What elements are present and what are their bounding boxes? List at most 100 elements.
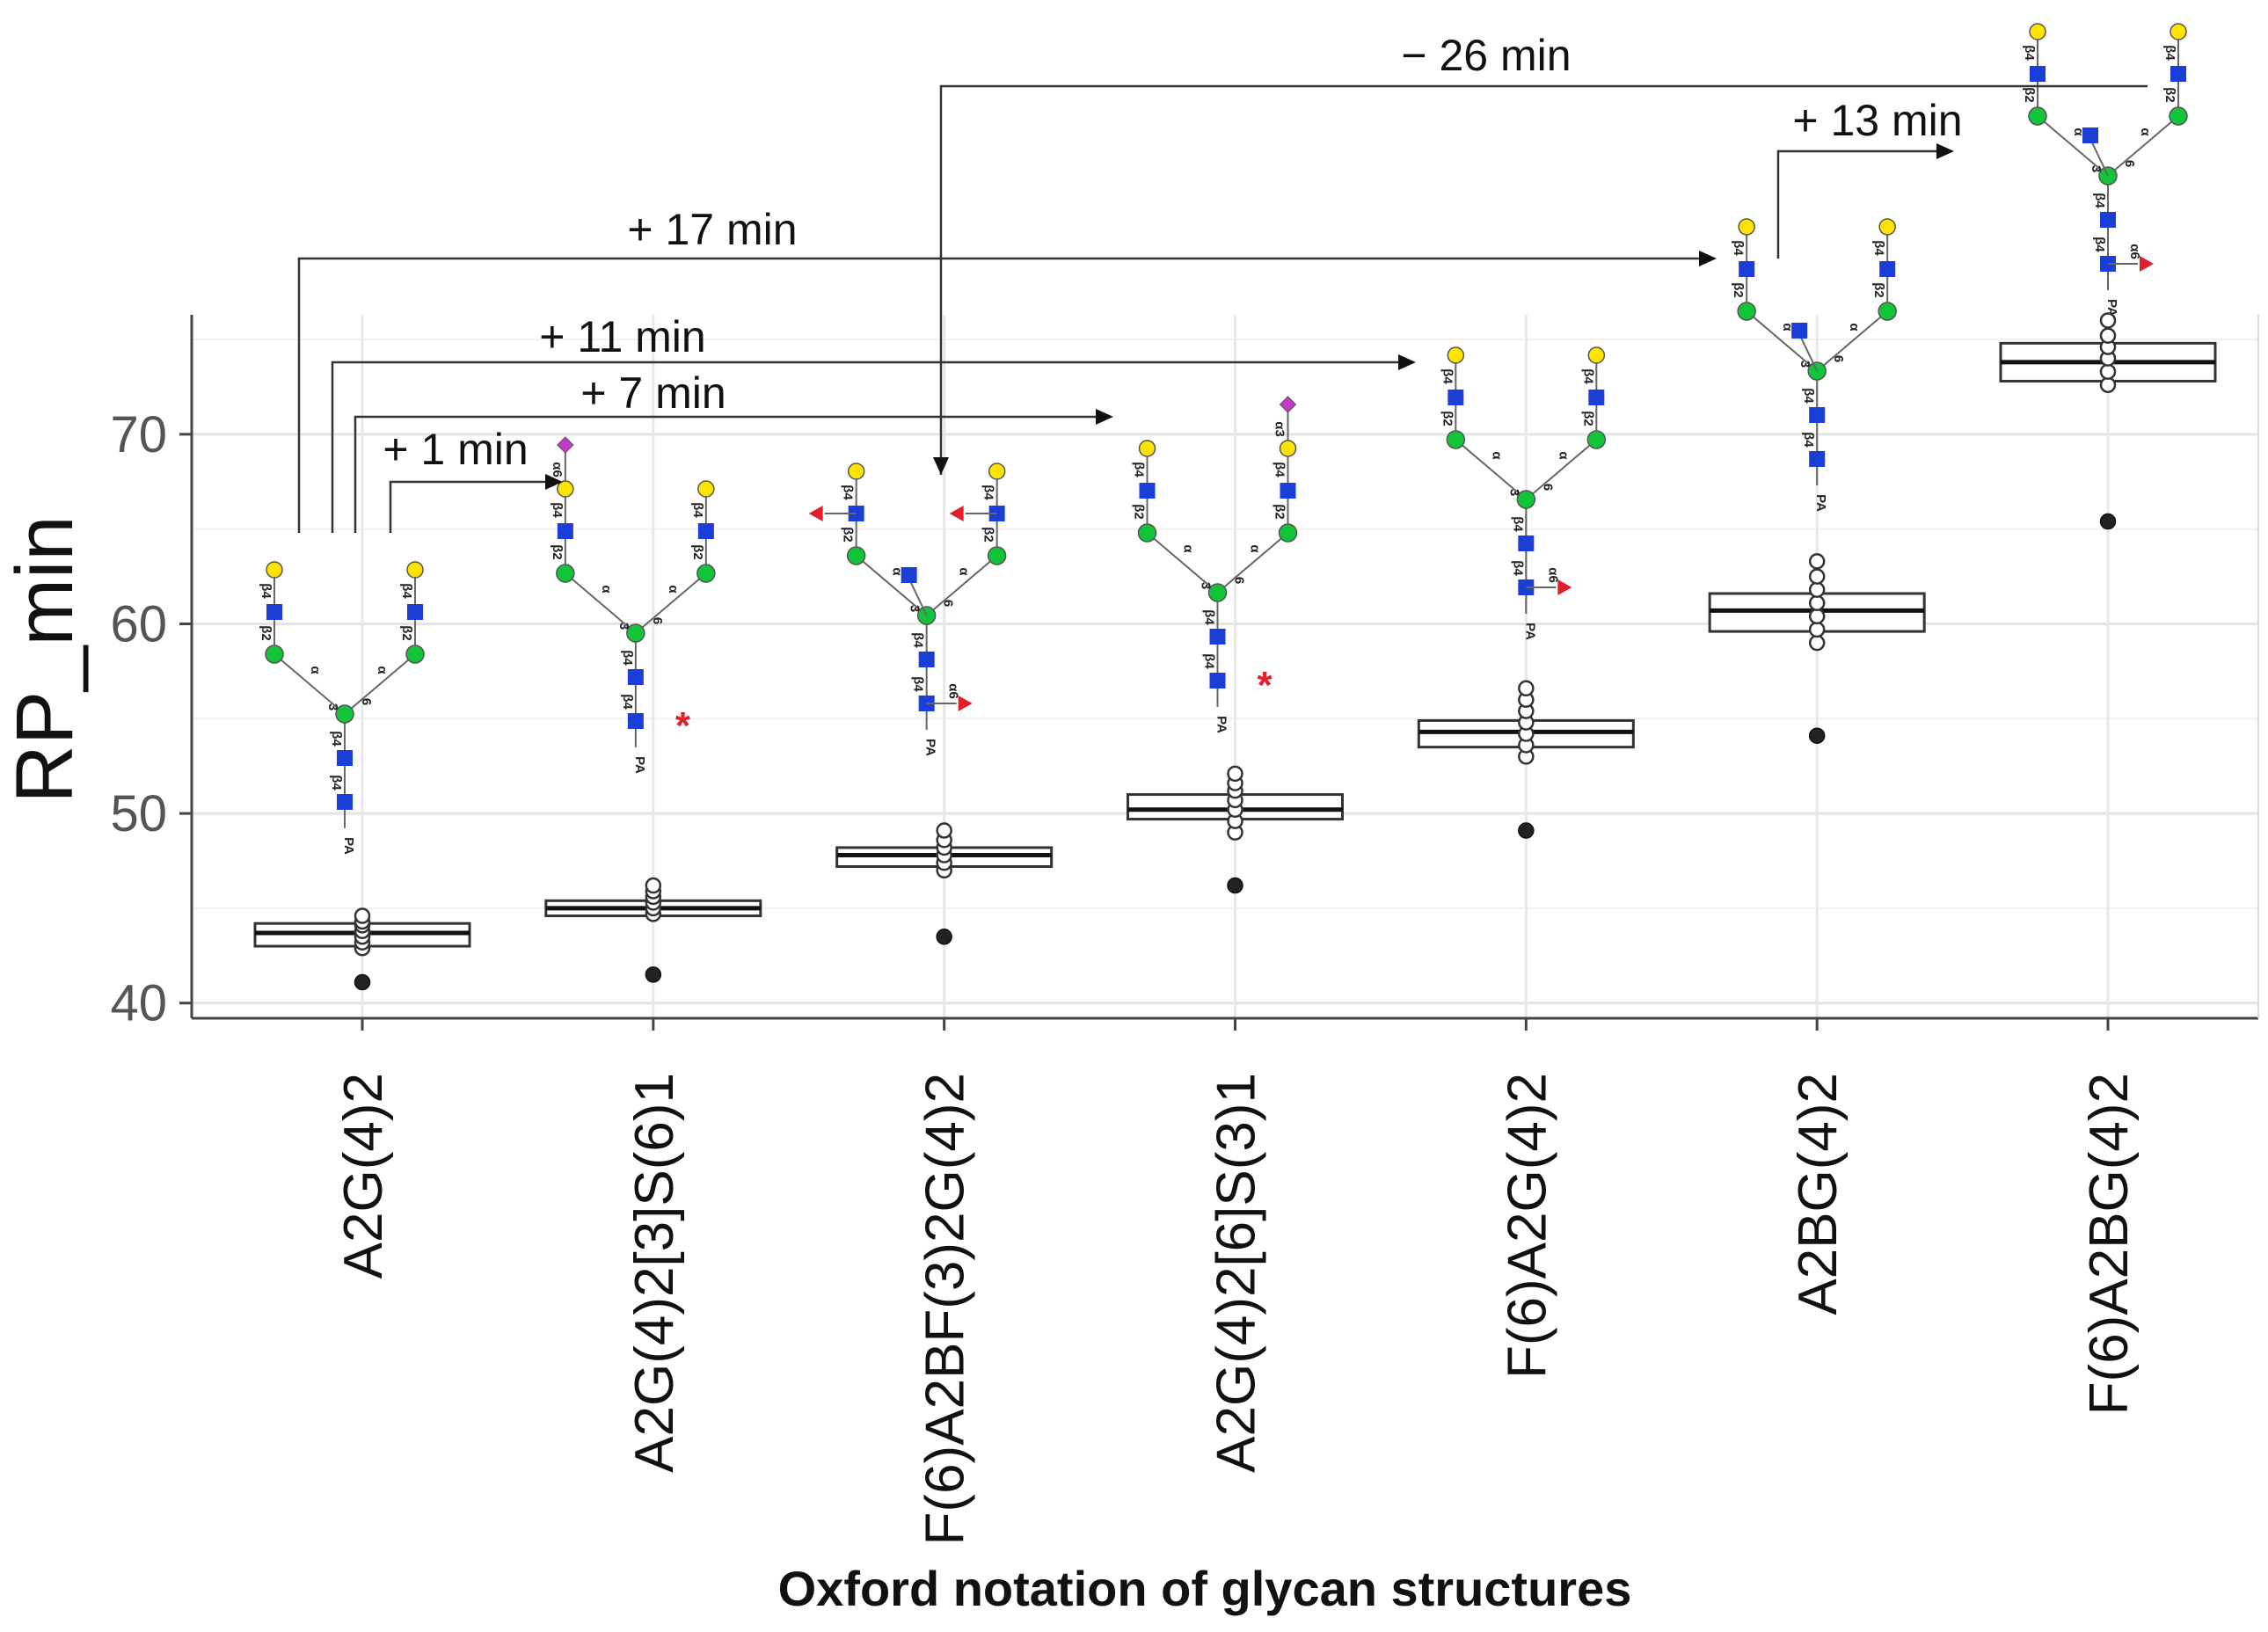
glycan-linkage-label: α — [1489, 451, 1504, 460]
mannose-circle-icon — [405, 645, 425, 664]
glycan-linkage-label: 3 — [1798, 361, 1812, 368]
glycan-bond — [344, 653, 416, 715]
box-group — [1708, 553, 1926, 744]
outlier-point — [2099, 312, 2117, 329]
glycan-bond — [1746, 310, 1818, 372]
glycan-bond — [926, 555, 998, 616]
sialic-diamond-icon — [557, 436, 574, 454]
outlier-point — [2099, 327, 2117, 344]
box-group — [1127, 765, 1344, 894]
glycan-linkage-label: 6 — [2122, 160, 2137, 167]
galactose-circle-icon — [1587, 346, 1606, 364]
outlier-point — [2099, 363, 2117, 380]
glycan-linkage-label: β4 — [259, 583, 273, 599]
mannose-circle-icon — [846, 546, 866, 565]
plot-panel — [192, 315, 2258, 1018]
reducing-end-label: PA — [632, 756, 647, 774]
glycan-linkage-label: α — [375, 666, 390, 674]
glycan-structure: β4 β4 β2 β2 α α 3 6 β4 β4 PA α6 — [808, 463, 1007, 756]
glycan-linkage-label: 6 — [1540, 484, 1555, 491]
glycan-linkage-label: α — [1248, 544, 1263, 553]
glcnac-square-icon — [407, 604, 423, 620]
fucose-triangle-icon — [958, 696, 973, 711]
x-category-label: A2G(4)2[3]S(6)1 — [624, 1073, 685, 1473]
glycan-linkage-label: β2 — [259, 625, 273, 641]
annotation-bracket: + 17 min — [297, 205, 1717, 533]
mannose-circle-icon — [1207, 583, 1228, 602]
y-tick-label: 60 — [110, 595, 167, 652]
glycan-linkage-label: α — [308, 666, 323, 674]
mannose-circle-icon — [626, 623, 645, 643]
glycan-linkage-label: α — [1847, 323, 1862, 332]
annotation-label: + 17 min — [627, 205, 797, 254]
galactose-circle-icon — [557, 480, 574, 498]
glcnac-square-icon — [1588, 390, 1605, 405]
glycan-bond — [565, 572, 637, 634]
glycan-linkage-label: β4 — [1510, 516, 1525, 532]
glycan-bond — [908, 578, 928, 616]
galactose-circle-icon — [988, 463, 1006, 480]
galactose-circle-icon — [2170, 23, 2187, 40]
ann-layer: + 1 min + 7 min + 11 min + 17 min + 13 min − … — [297, 31, 2148, 533]
outlier-filled-point — [936, 929, 952, 945]
outlier-filled-point — [1808, 727, 1826, 744]
glycan-linkage-label: β2 — [399, 625, 414, 641]
glycan-linkage-label: β4 — [399, 583, 414, 599]
glycan-layer: β4 β4 β2 β2 α α 3 6 β4 β4 PA α 6 β4 β4 β2 β2 α α 3 6 β4 β4 PA * β… — [259, 23, 2188, 855]
mannose-circle-icon — [2028, 106, 2047, 126]
glycan-linkage-label: β4 — [2092, 193, 2107, 208]
glcnac-square-icon — [1280, 483, 1296, 499]
outlier-filled-point — [1227, 877, 1243, 894]
outlier-point — [936, 822, 952, 839]
annotation-line — [354, 415, 1098, 533]
asterisk-marker: * — [1258, 664, 1273, 707]
box-layer — [253, 312, 2217, 991]
glycan-linkage-label: β4 — [2092, 237, 2107, 252]
galactose-circle-icon — [1878, 218, 1896, 236]
outlier-point — [1808, 621, 1826, 638]
reducing-end-label: PA — [1813, 494, 1828, 512]
annotation-label: + 11 min — [539, 312, 705, 361]
glcnac-square-icon — [1518, 536, 1535, 551]
galactose-circle-icon — [266, 561, 283, 579]
galactose-circle-icon — [2029, 23, 2046, 40]
reducing-end-label: PA — [923, 739, 938, 756]
y-tick-label: 50 — [110, 785, 167, 842]
glycan-bond — [1798, 333, 1819, 372]
annotation-label: + 7 min — [580, 368, 726, 418]
mannose-circle-icon — [1586, 430, 1607, 449]
arrow-head — [1096, 409, 1113, 425]
glycan-linkage-label: 6 — [1831, 355, 1846, 362]
glycan-linkage-label: β4 — [981, 484, 996, 500]
annotation-bracket: + 13 min — [1776, 96, 1963, 259]
glycan-structure: β4 β4 β2 β2 α α 3 6 β4 β4 PA — [1731, 218, 1897, 512]
glycan-linkage-label: β4 — [1580, 368, 1595, 384]
glycan-linkage-label: α — [1181, 544, 1196, 553]
glycan-linkage-label: β4 — [620, 650, 635, 666]
glycan-linkage-label: β2 — [690, 544, 705, 560]
outlier-point — [645, 877, 662, 894]
outlier-point — [1808, 594, 1826, 612]
glycan-linkage-label: β4 — [1801, 388, 1816, 404]
box-group — [1999, 312, 2217, 530]
glcnac-square-icon — [1448, 390, 1464, 405]
glycan-linkage-label: 6 — [650, 617, 665, 624]
glycan-linkage-label: β4 — [620, 694, 635, 710]
glycan-linkage-label: α — [666, 585, 681, 594]
mannose-circle-icon — [1446, 430, 1466, 449]
glycan-linkage-label: β2 — [1440, 411, 1455, 426]
glycan-linkage-label: 6 — [1232, 577, 1247, 584]
outlier-point — [1808, 581, 1826, 598]
x-category-label: A2G(4)2 — [333, 1073, 394, 1279]
glycan-linkage-label: 3 — [325, 703, 340, 710]
glycan-structure: α6 β4 β4 β2 β2 α α 3 6 β4 β4 PA * — [550, 436, 716, 774]
glycan-linkage-label: α — [1556, 451, 1571, 460]
glycan-linkage-label: β2 — [1871, 282, 1886, 298]
glycan-linkage-label: 6 — [941, 600, 956, 607]
glycan-bond — [2107, 115, 2179, 177]
box-group — [253, 907, 471, 991]
glycan-linkage-label: β4 — [1202, 653, 1217, 669]
annotation-label: − 26 min — [1401, 31, 1571, 80]
glycan-structure: β4 β4 β2 β2 α α 3 6 β4 β4 PA — [259, 561, 425, 855]
